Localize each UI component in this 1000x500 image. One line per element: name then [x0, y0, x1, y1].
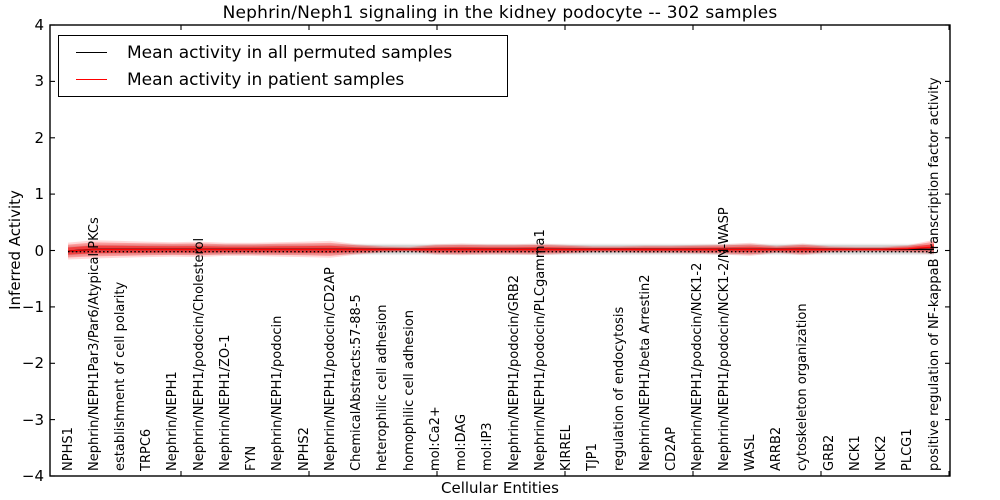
- y-tick-label: 1: [34, 185, 44, 204]
- x-category-label: Nephrin/NEPH1/podocin: [270, 315, 286, 471]
- x-category-label: Nephrin/NEPH1/podocin/GRB2: [506, 274, 522, 471]
- x-category-label: mol:IP3: [480, 422, 496, 471]
- x-category-label: PLCG1: [900, 428, 916, 471]
- x-category-label: heterophilic cell adhesion: [375, 304, 391, 472]
- legend-entry-patient: Mean activity in patient samples: [59, 66, 507, 93]
- x-category-label: ChemicalAbstracts:57-88-5: [349, 294, 365, 471]
- x-category-label: establishment of cell polarity: [112, 281, 128, 471]
- legend-line-permuted-icon: [76, 52, 107, 53]
- x-category-label: NCK1: [847, 435, 863, 471]
- x-category-label: KIRREL: [559, 425, 575, 471]
- x-category-label: GRB2: [821, 434, 837, 471]
- x-category-label: Nephrin/NEPH1/podocin/NCK1-2/N-WASP: [716, 207, 732, 471]
- x-category-label: NPHS2: [296, 427, 312, 471]
- y-axis-title: Inferred Activity: [6, 190, 24, 310]
- y-tick-label: −1: [21, 297, 44, 316]
- x-category-label: Nephrin/NEPH1/podocin/PLCgamma1: [532, 229, 548, 471]
- x-category-label: mol:DAG: [454, 413, 470, 471]
- y-tick-label: 4: [34, 16, 44, 34]
- y-tick-label: 2: [34, 128, 44, 147]
- legend-entry-permuted: Mean activity in all permuted samples: [59, 39, 507, 66]
- x-category-label: Nephrin/NEPH1/ZO-1: [217, 334, 233, 471]
- x-category-label: regulation of endocytosis: [611, 306, 627, 471]
- y-tick-label: −3: [21, 410, 44, 429]
- x-category-label: Nephrin/NEPH1/podocin/NCK1-2: [690, 262, 706, 471]
- x-category-label: ARRB2: [769, 426, 785, 471]
- y-tick-label: −2: [21, 354, 44, 373]
- y-tick-label: 3: [34, 72, 44, 91]
- x-category-label: mol:Ca2+: [427, 406, 443, 471]
- x-category-label: CD2AP: [664, 426, 680, 471]
- x-category-label: Nephrin/NEPH1Par3/Par6/Atypical PKCs: [86, 217, 102, 471]
- x-category-label: cytoskeleton organization: [795, 303, 811, 471]
- x-category-label: TRPC6: [139, 428, 155, 471]
- legend-label-patient: Mean activity in patient samples: [127, 69, 405, 90]
- x-category-label: NPHS1: [60, 427, 76, 471]
- legend: Mean activity in all permuted samples Me…: [58, 35, 508, 97]
- x-category-label: homophilic cell adhesion: [401, 310, 417, 471]
- x-axis-title: Cellular Entities: [441, 479, 559, 497]
- chart-title: Nephrin/Neph1 signaling in the kidney po…: [222, 3, 778, 23]
- x-category-label: Nephrin/NEPH1/podocin/CD2AP: [322, 267, 338, 471]
- y-tick-label: 0: [34, 241, 44, 260]
- x-category-label: NCK2: [874, 435, 889, 471]
- y-tick-label: −4: [21, 467, 44, 485]
- legend-label-permuted: Mean activity in all permuted samples: [127, 42, 453, 63]
- x-category-label: Nephrin/NEPH1/podocin/Cholesterol: [191, 237, 207, 471]
- x-category-label: WASL: [742, 434, 758, 471]
- legend-line-patient-icon: [76, 79, 107, 80]
- x-category-label: positive regulation of NF-kappaB transcr…: [926, 77, 942, 471]
- x-category-label: Nephrin/NEPH1/beta Arrestin2: [637, 274, 653, 472]
- x-category-label: Nephrin/NEPH1: [165, 371, 181, 471]
- x-category-label: FYN: [244, 445, 260, 471]
- x-category-label: TJP1: [585, 443, 601, 471]
